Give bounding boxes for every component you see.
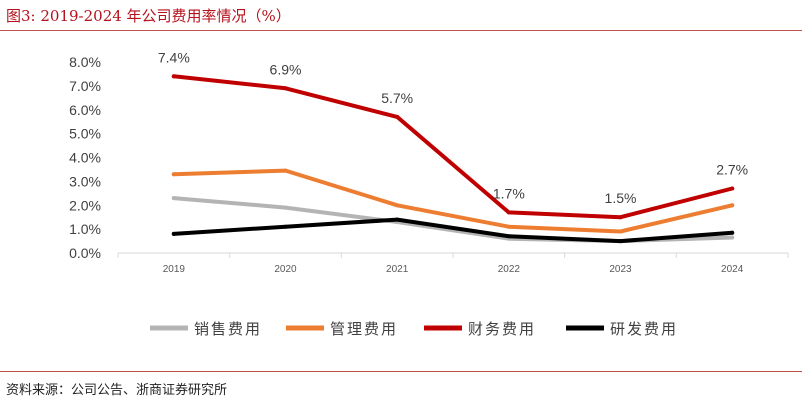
data-point [506,210,511,215]
legend-label: 销售费用 [194,320,262,338]
figure-header: 图3: 2019-2024 年公司费用率情况（%） [0,0,802,30]
data-label: 5.7% [381,90,413,106]
expense-ratio-line-chart: 0.0% 1.0% 2.0% 3.0% 4.0% 5.0% 6.0% 7.0% 8.0% 2019… [69,49,789,338]
legend-label: 研发费用 [610,320,678,338]
y-tick-label: 5.0% [69,126,101,142]
data-point [730,203,735,208]
data-point [395,203,400,208]
data-point [171,231,176,236]
data-point [171,74,176,79]
data-point [730,230,735,235]
x-tick-label: 2021 [386,264,409,275]
series-line-4 [171,217,735,244]
bottom-divider [0,371,802,372]
data-point [506,234,511,239]
data-label: 1.7% [493,185,525,201]
y-tick-label: 3.0% [69,173,101,189]
data-label: 1.5% [605,190,637,206]
data-point [618,229,623,234]
data-point [171,172,176,177]
data-point [283,86,288,91]
data-label: 2.7% [716,162,748,178]
data-point [395,114,400,119]
x-tick-label: 2019 [163,264,186,275]
series-line-1 [171,196,735,244]
data-point [730,235,735,240]
data-label: 7.4% [158,49,190,65]
data-point [618,239,623,244]
data-point [283,205,288,210]
data-point [730,186,735,191]
x-tick-label: 2023 [609,264,632,275]
data-point [283,168,288,173]
x-tick-label: 2024 [721,264,744,275]
y-tick-label: 6.0% [69,102,101,118]
data-point [283,224,288,229]
data-point [618,215,623,220]
data-point [395,217,400,222]
data-label: 6.9% [270,61,302,77]
figure-title: 图3: 2019-2024 年公司费用率情况（%） [6,7,291,25]
series-line-3 [171,74,735,220]
y-tick-label: 8.0% [69,54,101,70]
y-tick-label: 7.0% [69,78,101,94]
data-point [171,196,176,201]
series-line-2 [171,168,735,234]
top-divider [0,30,802,31]
data-point [506,224,511,229]
x-tick-label: 2020 [274,264,297,275]
y-tick-label: 0.0% [69,245,101,261]
y-tick-label: 1.0% [69,221,101,237]
source-note: 资料来源：公司公告、浙商证券研究所 [6,383,228,398]
x-tick-label: 2022 [498,264,521,275]
y-tick-label: 2.0% [69,197,101,213]
legend-label: 管理费用 [330,320,398,338]
legend-label: 财务费用 [468,320,536,338]
y-tick-label: 4.0% [69,150,101,166]
